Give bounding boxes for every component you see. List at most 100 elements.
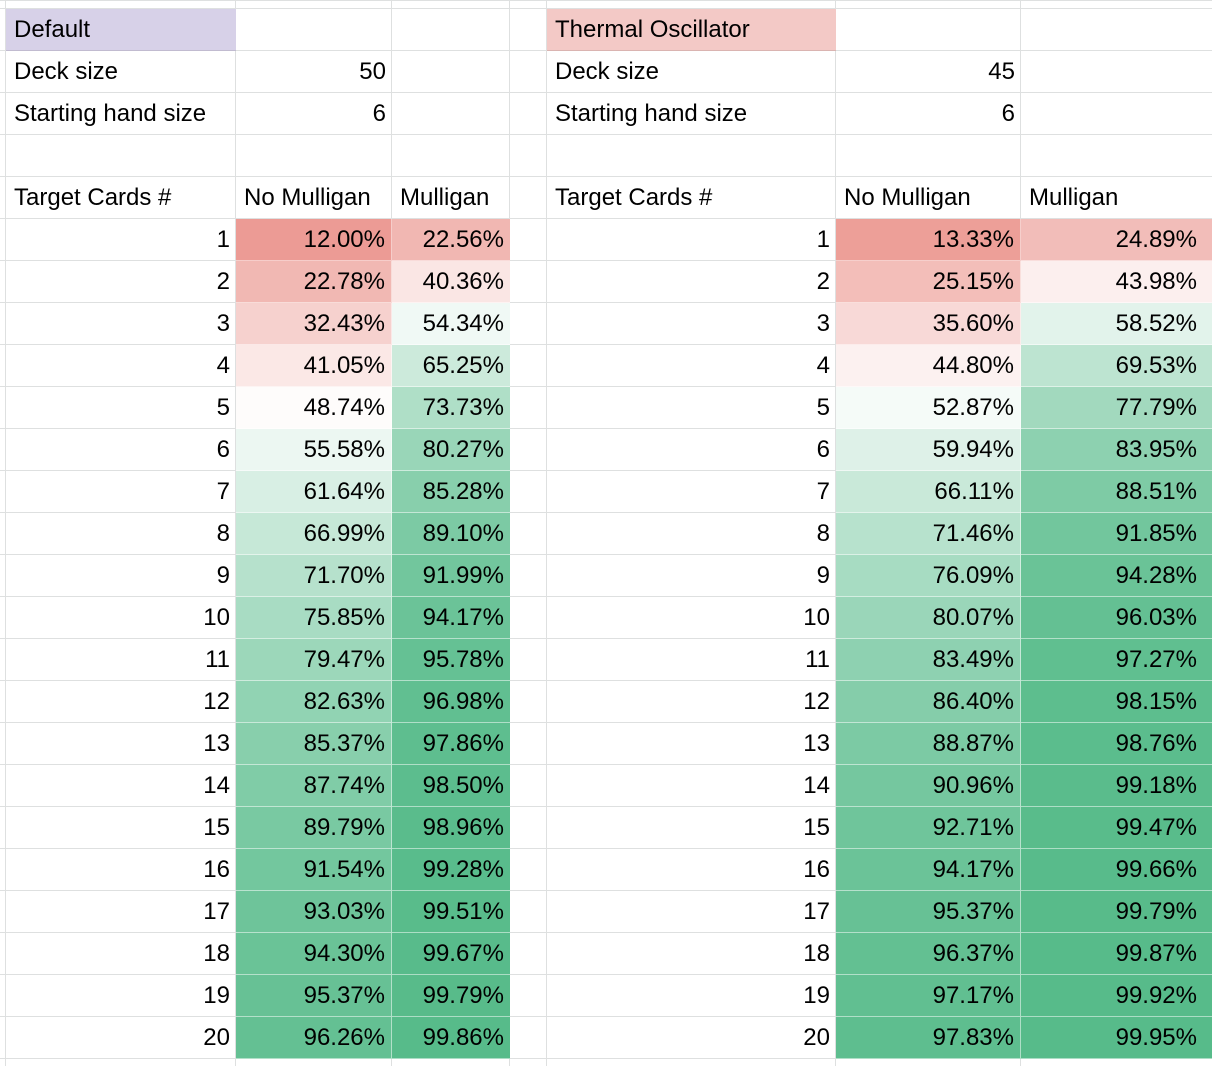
target-count-cell[interactable]: 6 xyxy=(816,436,830,463)
no-mulligan-cell[interactable]: 85.37% xyxy=(236,723,392,765)
no-mulligan-cell[interactable]: 79.47% xyxy=(236,639,392,681)
target-count-cell[interactable]: 10 xyxy=(803,604,830,631)
mulligan-cell[interactable]: 98.96% xyxy=(392,807,510,849)
mulligan-cell[interactable]: 99.79% xyxy=(1021,891,1212,933)
column-header-target-cards[interactable]: Target Cards # xyxy=(555,184,713,211)
target-count-cell[interactable]: 13 xyxy=(803,730,830,757)
target-count-cell[interactable]: 1 xyxy=(216,226,230,253)
no-mulligan-cell[interactable]: 83.49% xyxy=(836,639,1021,681)
no-mulligan-cell[interactable]: 22.78% xyxy=(236,261,392,303)
starting-hand-size-label[interactable]: Starting hand size xyxy=(555,100,748,127)
target-count-cell[interactable]: 5 xyxy=(216,394,230,421)
no-mulligan-cell[interactable]: 13.33% xyxy=(836,219,1021,261)
target-count-cell[interactable]: 19 xyxy=(203,982,230,1009)
mulligan-cell[interactable]: 24.89% xyxy=(1021,219,1212,261)
column-header-mulligan[interactable]: Mulligan xyxy=(400,184,490,211)
no-mulligan-cell[interactable]: 32.43% xyxy=(236,303,392,345)
no-mulligan-cell[interactable]: 55.58% xyxy=(236,429,392,471)
target-count-cell[interactable]: 4 xyxy=(216,352,230,379)
no-mulligan-cell[interactable]: 96.37% xyxy=(836,933,1021,975)
target-count-cell[interactable]: 3 xyxy=(216,310,230,337)
mulligan-cell[interactable]: 99.95% xyxy=(1021,1017,1212,1059)
no-mulligan-cell[interactable]: 71.70% xyxy=(236,555,392,597)
mulligan-cell[interactable]: 95.78% xyxy=(392,639,510,681)
no-mulligan-cell[interactable]: 25.15% xyxy=(836,261,1021,303)
no-mulligan-cell[interactable]: 82.63% xyxy=(236,681,392,723)
mulligan-cell[interactable]: 98.50% xyxy=(392,765,510,807)
mulligan-cell[interactable]: 99.47% xyxy=(1021,807,1212,849)
table-title-default[interactable]: Default xyxy=(6,9,236,51)
target-count-cell[interactable]: 18 xyxy=(203,940,230,967)
no-mulligan-cell[interactable]: 75.85% xyxy=(236,597,392,639)
deck-size-value[interactable]: 45 xyxy=(988,58,1015,85)
column-header-no-mulligan[interactable]: No Mulligan xyxy=(244,184,371,211)
target-count-cell[interactable]: 14 xyxy=(203,772,230,799)
no-mulligan-cell[interactable]: 95.37% xyxy=(236,975,392,1017)
mulligan-cell[interactable]: 54.34% xyxy=(392,303,510,345)
mulligan-cell[interactable]: 80.27% xyxy=(392,429,510,471)
mulligan-cell[interactable]: 43.98% xyxy=(1021,261,1212,303)
no-mulligan-cell[interactable]: 95.37% xyxy=(836,891,1021,933)
column-header-no-mulligan[interactable]: No Mulligan xyxy=(844,184,971,211)
mulligan-cell[interactable]: 94.17% xyxy=(392,597,510,639)
mulligan-cell[interactable]: 99.79% xyxy=(392,975,510,1017)
target-count-cell[interactable]: 7 xyxy=(216,478,230,505)
starting-hand-size-label[interactable]: Starting hand size xyxy=(14,100,207,127)
no-mulligan-cell[interactable]: 97.17% xyxy=(836,975,1021,1017)
no-mulligan-cell[interactable]: 92.71% xyxy=(836,807,1021,849)
mulligan-cell[interactable]: 99.66% xyxy=(1021,849,1212,891)
no-mulligan-cell[interactable]: 71.46% xyxy=(836,513,1021,555)
starting-hand-size-value[interactable]: 6 xyxy=(1001,100,1015,127)
mulligan-cell[interactable]: 94.28% xyxy=(1021,555,1212,597)
no-mulligan-cell[interactable]: 76.09% xyxy=(836,555,1021,597)
target-count-cell[interactable]: 17 xyxy=(803,898,830,925)
target-count-cell[interactable]: 20 xyxy=(803,1024,830,1051)
no-mulligan-cell[interactable]: 66.99% xyxy=(236,513,392,555)
mulligan-cell[interactable]: 96.03% xyxy=(1021,597,1212,639)
column-header-mulligan[interactable]: Mulligan xyxy=(1029,184,1119,211)
mulligan-cell[interactable]: 58.52% xyxy=(1021,303,1212,345)
no-mulligan-cell[interactable]: 66.11% xyxy=(836,471,1021,513)
target-count-cell[interactable]: 12 xyxy=(803,688,830,715)
mulligan-cell[interactable]: 97.27% xyxy=(1021,639,1212,681)
target-count-cell[interactable]: 8 xyxy=(216,520,230,547)
mulligan-cell[interactable]: 98.76% xyxy=(1021,723,1212,765)
target-count-cell[interactable]: 20 xyxy=(203,1024,230,1051)
mulligan-cell[interactable]: 88.51% xyxy=(1021,471,1212,513)
target-count-cell[interactable]: 12 xyxy=(203,688,230,715)
no-mulligan-cell[interactable]: 86.40% xyxy=(836,681,1021,723)
target-count-cell[interactable]: 7 xyxy=(816,478,830,505)
mulligan-cell[interactable]: 97.86% xyxy=(392,723,510,765)
target-count-cell[interactable]: 11 xyxy=(205,646,230,673)
mulligan-cell[interactable]: 91.85% xyxy=(1021,513,1212,555)
no-mulligan-cell[interactable]: 94.17% xyxy=(836,849,1021,891)
target-count-cell[interactable]: 4 xyxy=(816,352,830,379)
no-mulligan-cell[interactable]: 93.03% xyxy=(236,891,392,933)
mulligan-cell[interactable]: 22.56% xyxy=(392,219,510,261)
starting-hand-size-value[interactable]: 6 xyxy=(372,100,386,127)
no-mulligan-cell[interactable]: 94.30% xyxy=(236,933,392,975)
no-mulligan-cell[interactable]: 41.05% xyxy=(236,345,392,387)
target-count-cell[interactable]: 2 xyxy=(816,268,830,295)
target-count-cell[interactable]: 13 xyxy=(203,730,230,757)
mulligan-cell[interactable]: 65.25% xyxy=(392,345,510,387)
target-count-cell[interactable]: 16 xyxy=(203,856,230,883)
mulligan-cell[interactable]: 99.86% xyxy=(392,1017,510,1059)
no-mulligan-cell[interactable]: 48.74% xyxy=(236,387,392,429)
target-count-cell[interactable]: 11 xyxy=(805,646,830,673)
no-mulligan-cell[interactable]: 90.96% xyxy=(836,765,1021,807)
target-count-cell[interactable]: 1 xyxy=(816,226,830,253)
target-count-cell[interactable]: 6 xyxy=(216,436,230,463)
no-mulligan-cell[interactable]: 88.87% xyxy=(836,723,1021,765)
no-mulligan-cell[interactable]: 97.83% xyxy=(836,1017,1021,1059)
no-mulligan-cell[interactable]: 12.00% xyxy=(236,219,392,261)
mulligan-cell[interactable]: 77.79% xyxy=(1021,387,1212,429)
mulligan-cell[interactable]: 91.99% xyxy=(392,555,510,597)
mulligan-cell[interactable]: 99.67% xyxy=(392,933,510,975)
column-header-target-cards[interactable]: Target Cards # xyxy=(14,184,172,211)
deck-size-label[interactable]: Deck size xyxy=(555,58,660,85)
no-mulligan-cell[interactable]: 52.87% xyxy=(836,387,1021,429)
no-mulligan-cell[interactable]: 89.79% xyxy=(236,807,392,849)
mulligan-cell[interactable]: 99.18% xyxy=(1021,765,1212,807)
mulligan-cell[interactable]: 73.73% xyxy=(392,387,510,429)
